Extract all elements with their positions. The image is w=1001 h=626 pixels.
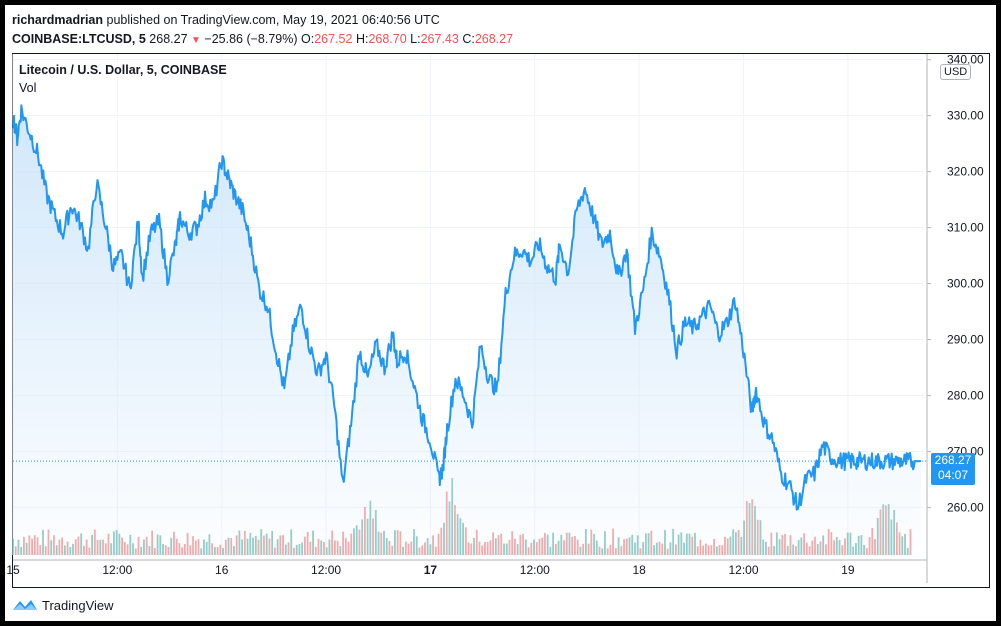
x-tick-label: 18 — [632, 563, 646, 577]
brand-name: TradingView — [42, 597, 114, 613]
x-tick-label: 12:00 — [311, 563, 341, 577]
open-label: O: — [301, 32, 315, 46]
x-tick-label: 12:00 — [520, 563, 550, 577]
publish-info: richardmadrian published on TradingView.… — [12, 13, 440, 27]
last-price-tag: 268.27 04:07 — [931, 453, 975, 485]
ohlc-bar: COINBASE:LTCUSD, 5 268.27 ▼ −25.86 (−8.7… — [12, 32, 513, 46]
volume-legend: Vol — [19, 81, 37, 95]
y-tick-label: 280.00 — [947, 388, 984, 402]
x-tick-label: 15 — [6, 563, 20, 577]
x-tick-label: 19 — [841, 563, 855, 577]
currency-label[interactable]: USD — [940, 64, 972, 80]
close-label: C: — [462, 32, 475, 46]
last-price: 268.27 — [149, 32, 188, 46]
price-change: −25.86 (−8.79%) — [204, 32, 298, 46]
price-chart[interactable]: 340.00 330.00 320.00 310.00 300.00 290.00 280.… — [5, 5, 996, 621]
low-label: L: — [410, 32, 421, 46]
down-arrow-icon: ▼ — [191, 35, 201, 46]
symbol-label: COINBASE:LTCUSD, 5 — [12, 32, 146, 46]
last-price-tag-value: 268.27 — [934, 453, 972, 467]
y-tick-label: 290.00 — [947, 332, 984, 346]
y-tick-label: 320.00 — [947, 165, 984, 179]
bar-countdown: 04:07 — [937, 468, 969, 482]
chart-snapshot: richardmadrian published on TradingView.… — [5, 5, 996, 621]
y-tick-label: 310.00 — [947, 221, 984, 235]
x-tick-label: 16 — [215, 563, 229, 577]
price-area — [13, 105, 921, 555]
open-value: 267.52 — [314, 32, 353, 46]
y-tick-label: 330.00 — [947, 109, 984, 123]
y-tick-label: 300.00 — [947, 277, 984, 291]
y-tick-label: 260.00 — [947, 500, 984, 514]
series-legend-title: Litecoin / U.S. Dollar, 5, COINBASE — [19, 63, 227, 77]
price-line — [12, 104, 921, 511]
y-tick-label: 340.00 — [947, 53, 984, 67]
x-tick-label: 12:00 — [102, 563, 132, 577]
published-text: published on TradingView.com, May 19, 20… — [106, 13, 440, 27]
author-name[interactable]: richardmadrian — [12, 13, 104, 27]
tradingview-logo-icon — [13, 600, 37, 610]
high-value: 268.70 — [368, 32, 407, 46]
tradingview-brand[interactable]: TradingView — [12, 594, 114, 616]
high-label: H: — [355, 32, 369, 46]
close-value: 268.27 — [474, 32, 514, 46]
x-tick-label: 17 — [424, 563, 438, 577]
x-tick-label: 12:00 — [728, 563, 758, 577]
low-value: 267.43 — [420, 32, 459, 46]
